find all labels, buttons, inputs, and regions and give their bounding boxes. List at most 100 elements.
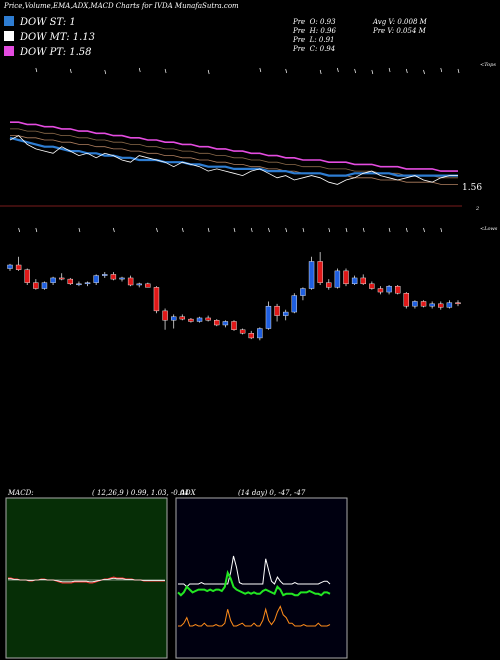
- stat-low-value: 0.91: [318, 36, 335, 44]
- lows-tag: <Lows: [480, 226, 498, 232]
- macd-lines: [8, 576, 165, 584]
- stat-close-value: 0.94: [319, 45, 336, 53]
- candle-body: [317, 261, 323, 283]
- tops-marks: [35, 67, 460, 75]
- legend-swatch-pt: [4, 46, 14, 56]
- low-mark: [405, 227, 408, 233]
- candle-body: [214, 320, 220, 326]
- candle-body: [257, 328, 263, 339]
- low-mark: [328, 227, 331, 233]
- macd-params: ( 12,26,9 ) 0.99, 1.03, -0.04: [92, 489, 189, 497]
- candle-body: [438, 303, 444, 308]
- candle-body: [153, 287, 160, 312]
- stat-open-value: 0.93: [320, 18, 336, 26]
- adx-label: ADX: [180, 489, 196, 497]
- candle-body: [239, 329, 246, 334]
- top-mark: [259, 67, 262, 73]
- candle-body: [326, 282, 332, 288]
- last-price-label: 1.56: [462, 183, 483, 193]
- candle-body: [24, 269, 30, 283]
- low-mark: [207, 227, 210, 233]
- candle-body: [429, 303, 435, 307]
- candle-body: [205, 317, 211, 321]
- candle-body: [412, 301, 418, 307]
- stat-high-label: Pre: [293, 27, 306, 35]
- candle-body: [420, 301, 427, 307]
- candle-body: [291, 295, 298, 313]
- adx-plus-di-line: [178, 605, 331, 627]
- candle-body: [145, 283, 151, 288]
- low-mark: [268, 227, 270, 233]
- candle-body: [274, 305, 280, 316]
- candle-body: [67, 278, 74, 285]
- top-mark: [371, 69, 374, 75]
- stat-high-value: 0.96: [320, 27, 336, 35]
- candle-body: [188, 318, 194, 322]
- low-mark: [345, 227, 348, 233]
- top-mark: [285, 68, 288, 74]
- stat-high-key: H:: [309, 27, 319, 35]
- axis-mark: 2: [476, 206, 480, 212]
- top-mark: [207, 69, 210, 75]
- low-mark: [362, 227, 365, 233]
- top-mark: [423, 69, 425, 75]
- candle-body: [334, 270, 341, 288]
- lows-marks: [18, 227, 443, 233]
- candle-body: [93, 275, 99, 283]
- stat-low-label: Pre: [293, 36, 306, 44]
- low-mark: [233, 227, 236, 233]
- macd-label: MACD:: [8, 489, 34, 497]
- macd-panel: [5, 497, 168, 659]
- low-mark: [181, 227, 184, 233]
- top-mark: [440, 67, 443, 73]
- candle-body: [84, 282, 91, 285]
- candle-body: [403, 293, 410, 307]
- candle-body: [265, 305, 272, 329]
- candle-body: [248, 333, 254, 339]
- low-mark: [35, 227, 38, 233]
- candle-body: [58, 277, 65, 280]
- low-mark: [388, 227, 391, 233]
- stat-open-key: O:: [309, 18, 318, 26]
- candle-body: [50, 277, 56, 283]
- top-mark: [337, 67, 339, 73]
- low-mark: [423, 227, 425, 233]
- candle-body: [386, 285, 392, 293]
- adx-panel: [175, 497, 348, 659]
- candle-body: [33, 282, 39, 289]
- candle-body: [343, 270, 349, 285]
- ema-lines: [9, 121, 458, 185]
- low-mark: [440, 227, 443, 233]
- candle-body: [360, 277, 366, 285]
- stat-low-key: L:: [309, 36, 317, 44]
- top-mark: [388, 67, 391, 73]
- top-mark: [104, 69, 107, 75]
- candle-body: [41, 282, 48, 289]
- stat-high: Pre H: 0.96: [293, 27, 336, 35]
- stat-close-key: C:: [309, 45, 318, 53]
- top-mark: [405, 68, 408, 74]
- stat-open: Pre O: 0.93: [293, 18, 336, 26]
- top-mark: [164, 68, 167, 74]
- legend-text-pt: DOW PT: 1.58: [20, 47, 92, 58]
- top-mark: [138, 67, 141, 73]
- legend-dow-st: DOW ST: 1: [4, 16, 76, 28]
- low-mark: [18, 227, 20, 233]
- top-mark: [69, 68, 72, 74]
- candle-body: [127, 277, 134, 286]
- candle-body: [196, 317, 203, 322]
- candle-body: [102, 274, 108, 276]
- candle-body: [179, 316, 186, 320]
- low-mark: [113, 227, 115, 233]
- candle-body: [119, 277, 125, 280]
- adx-minus-di-line: [177, 569, 331, 597]
- stat-avg-volume: Avg V: 0.008 M: [373, 18, 427, 26]
- stat-prev-volume: Pre V: 0.054 M: [373, 27, 426, 35]
- candle-body: [7, 264, 13, 269]
- adx-lines: [177, 555, 331, 627]
- candles: [7, 252, 461, 341]
- candle-body: [394, 285, 401, 294]
- legend-dow-pt: DOW PT: 1.58: [4, 46, 92, 58]
- legend-text-st: DOW ST: 1: [20, 17, 76, 28]
